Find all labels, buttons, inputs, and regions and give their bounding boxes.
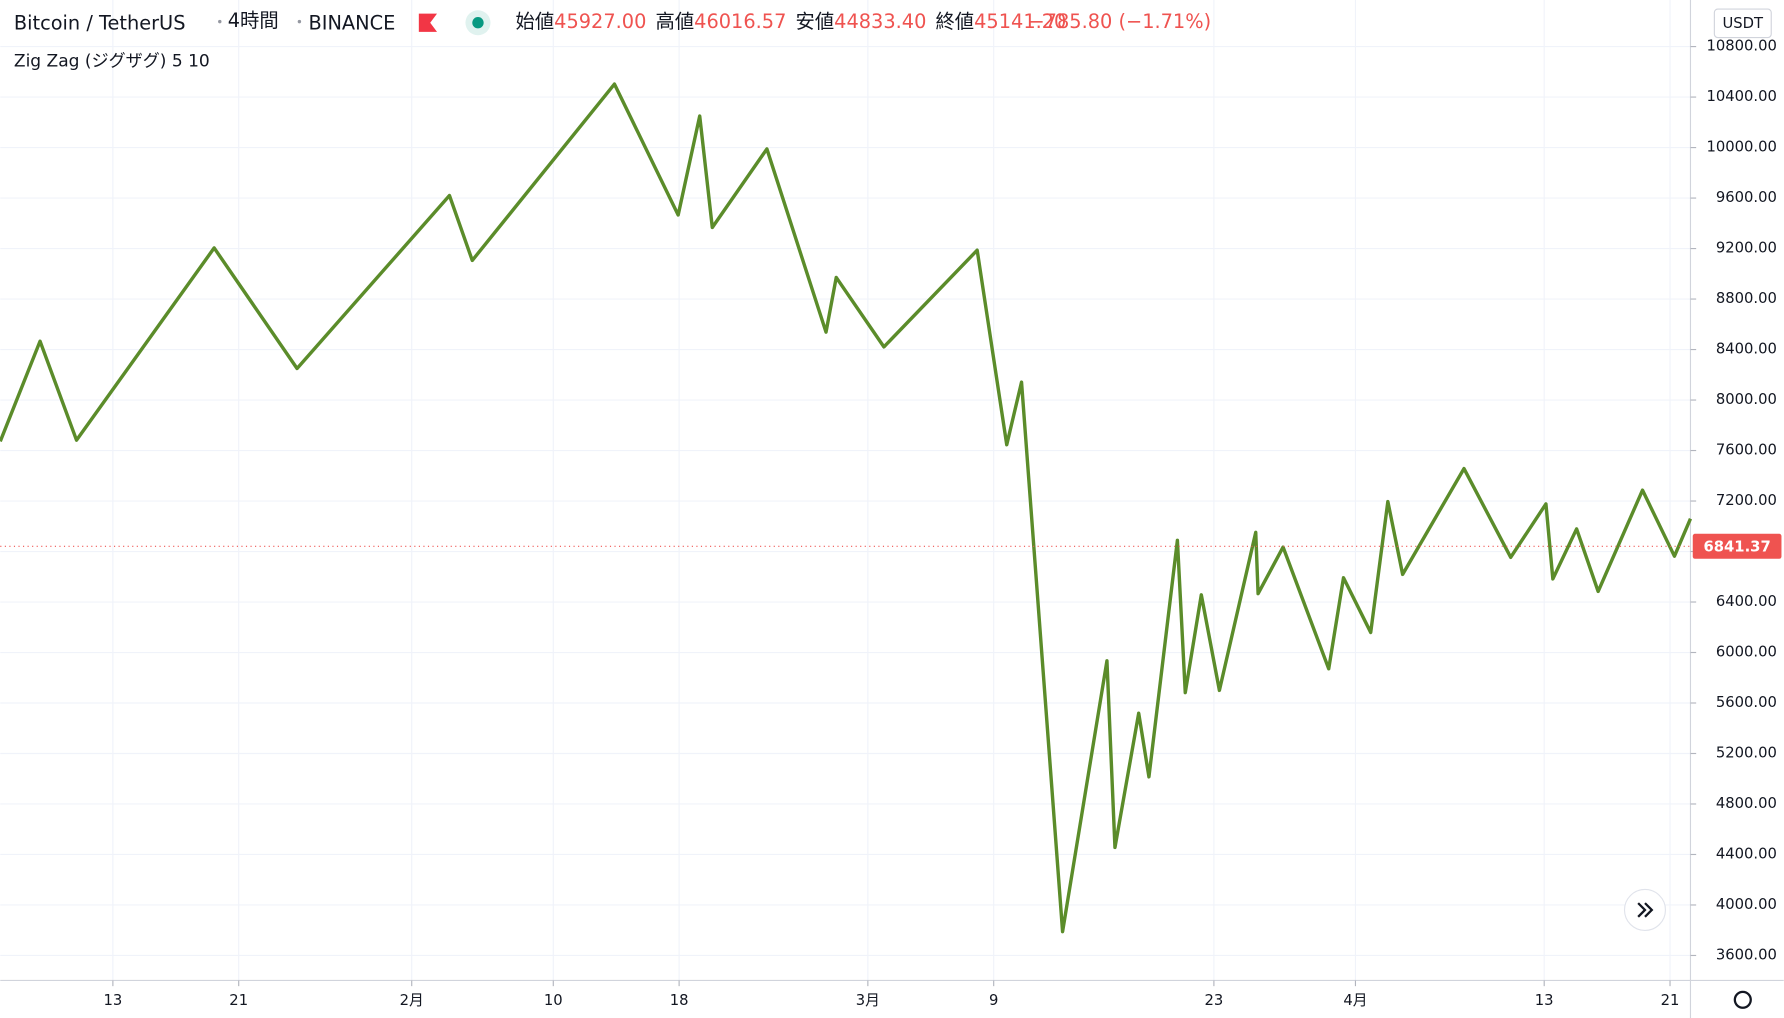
exchange: BINANCE (308, 11, 395, 34)
interval: 4時間 (228, 9, 279, 32)
separator (218, 19, 222, 24)
x-tick-label: 3月 (856, 992, 880, 1009)
y-tick-label: 3600.00 (1716, 946, 1777, 963)
y-tick-label: 7200.00 (1716, 492, 1777, 509)
y-tick-label: 10800.00 (1706, 38, 1776, 55)
x-tick-label: 21 (1661, 992, 1680, 1009)
ohlc-value: 45141.20 (974, 10, 1066, 33)
settings-icon[interactable] (1733, 990, 1752, 1009)
ohlc-label: 始値 (516, 10, 555, 33)
x-tick-label: 18 (670, 992, 689, 1009)
y-tick-label: 10400.00 (1706, 88, 1776, 105)
y-tick-label: 4400.00 (1716, 845, 1777, 862)
y-tick-label: 9200.00 (1716, 240, 1777, 257)
ohlc-label: 高値 (656, 10, 695, 33)
status-dot (472, 17, 484, 29)
x-tick-label: 9 (989, 992, 998, 1009)
ohlc-value: 45927.00 (554, 10, 646, 33)
x-tick-label: 21 (229, 992, 248, 1009)
y-tick-label: 8400.00 (1716, 341, 1777, 358)
last-price-label: 6841.37 (1703, 538, 1770, 555)
symbol: Bitcoin / TetherUS (14, 11, 186, 34)
last-price-tag (1692, 533, 1782, 559)
y-tick-label: 4800.00 (1716, 795, 1777, 812)
y-tick-label: 8800.00 (1716, 290, 1777, 307)
ohlc-value: 44833.40 (834, 10, 926, 33)
currency: USDT (1723, 15, 1765, 32)
flag-icon[interactable] (418, 13, 438, 32)
y-tick-label: 6400.00 (1716, 593, 1777, 610)
y-tick-label: 9600.00 (1716, 189, 1777, 206)
indicator: Zig Zag (ジグザグ) 5 10 (14, 51, 210, 71)
x-tick-label: 10 (544, 992, 563, 1009)
y-tick-label: 5200.00 (1716, 744, 1777, 761)
x-tick-label: 4月 (1343, 992, 1367, 1009)
x-tick-label: 23 (1204, 992, 1223, 1009)
separator (297, 19, 302, 24)
y-tick-label: 7600.00 (1716, 442, 1777, 459)
ohlc-label: 安値 (795, 10, 834, 33)
y-tick-label: 10000.00 (1706, 139, 1776, 156)
y-tick-label: 5600.00 (1716, 694, 1777, 711)
currency-button[interactable] (1713, 8, 1772, 39)
scroll-icon (1637, 902, 1654, 918)
grid (0, 0, 1691, 981)
x-tick-label: 13 (1535, 992, 1554, 1009)
zigzag-line (0, 82, 1693, 934)
y-tick-label: 8000.00 (1716, 391, 1777, 408)
x-tick-label: 13 (103, 992, 122, 1009)
y-tick-label: 6000.00 (1716, 644, 1777, 661)
ohlc-value: 46016.57 (694, 10, 786, 33)
x-tick-label: 2月 (400, 992, 424, 1009)
y-tick-label: 4000.00 (1716, 896, 1777, 913)
change: −785.80 (−1.71%) (1028, 10, 1211, 33)
ohlc-label: 終値 (935, 10, 974, 33)
